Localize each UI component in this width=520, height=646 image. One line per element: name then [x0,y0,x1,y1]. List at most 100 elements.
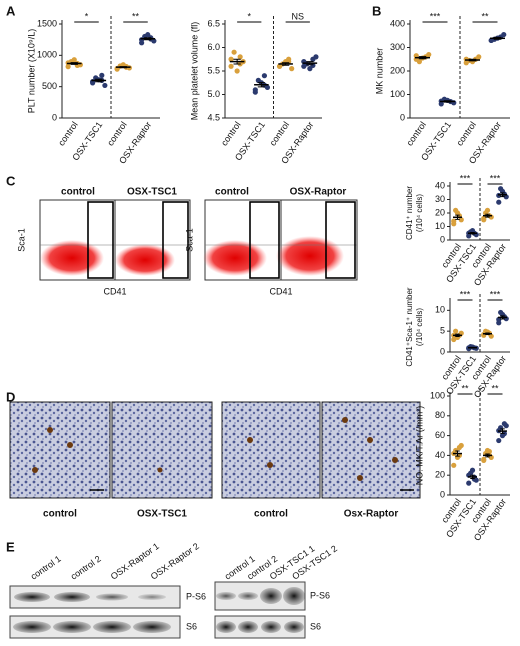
flow-x-label: CD41 [103,286,126,296]
y-tick-label: 80 [435,410,445,420]
dot [469,467,476,473]
x-tick-label: control [454,120,478,148]
y-axis-label: (/10⁴ cells) [415,308,424,346]
error-bar [468,58,477,62]
blot-row-label: P-S6 [310,590,330,600]
error-bar [470,474,475,480]
y-tick-label: 500 [42,81,57,91]
y-axis-label: (/10⁴ cells) [415,194,424,232]
error-bar [470,346,475,349]
dot [496,199,502,205]
y-tick-label: 10 [435,221,445,231]
y-tick-label: 100 [430,390,445,400]
dot [99,72,105,78]
dot [289,66,295,72]
dot [451,218,457,224]
dot [102,82,108,89]
y-axis-label: NO. MK/T.Ar (/mm²) [414,406,424,486]
y-tick-label: 100 [390,89,405,99]
dot [496,316,502,323]
error-bar [119,66,127,69]
flow-y-label: Sca-1 [16,228,26,252]
dot [486,448,492,455]
dot [451,462,457,468]
dot [71,57,77,63]
y-axis-label: Mean platelet volume (fl) [189,22,199,121]
error-bar [455,214,460,220]
y-tick-label: 300 [390,42,405,52]
dot [458,217,464,223]
dot [139,37,145,43]
dot [234,68,240,74]
lane-label: control 2 [69,554,103,582]
dot [310,62,316,68]
lane-label: control 1 [29,554,63,582]
flow-title: control [215,187,249,198]
y-tick-label: 40 [435,180,445,190]
blot-row-label: S6 [186,621,197,631]
y-tick-label: 6.5 [207,18,220,28]
y-tick-label: 5.5 [207,65,220,75]
y-tick-label: 5.0 [207,89,220,99]
sig-label: *** [460,289,471,299]
sig-label: *** [490,289,501,299]
y-tick-label: 1000 [37,50,57,60]
flow-y-label: Sca-1 [184,228,194,252]
dot [228,56,234,62]
y-tick-label: 60 [435,430,445,440]
blot-row-label: S6 [310,621,321,631]
panel-letter: B [372,3,381,18]
error-bar [70,62,78,65]
error-bar [493,36,502,40]
sig-label: *** [490,173,501,183]
sig-label: *** [460,173,471,183]
sig-label: NS [291,11,304,21]
x-tick-label: control [404,120,428,148]
y-tick-label: 0 [440,234,445,244]
error-bar [455,333,460,338]
error-bar [500,428,505,434]
sig-label: ** [132,11,140,21]
histo-caption: Osx-Raptor [344,509,399,520]
flow-title: control [61,187,95,198]
error-bar [233,58,241,65]
histo-caption: OSX-TSC1 [137,509,187,520]
x-tick-label: control [105,120,129,148]
sig-label: ** [461,383,469,393]
error-bar [500,192,505,198]
blot-row-label: P-S6 [186,591,206,601]
flow-plot [203,199,358,281]
error-bar [485,213,490,218]
dot [65,64,71,70]
y-tick-label: 20 [435,207,445,217]
dot [481,456,487,462]
sig-label: * [247,11,251,21]
dot [276,63,283,69]
sig-label: *** [430,11,441,21]
y-axis-label: CD41⁺Sca-1⁺ number [405,287,414,366]
dot [264,84,271,91]
dot [313,54,319,60]
dot [501,421,507,427]
flow-plot [39,199,191,281]
panel-letter: C [6,173,16,188]
dot [476,54,482,60]
y-tick-label: 1500 [37,18,57,28]
dot [426,51,432,58]
sig-label: ** [481,11,489,21]
panel-letter: E [6,539,15,554]
y-tick-label: 200 [390,65,405,75]
error-bar [281,62,290,66]
y-tick-label: 5 [440,326,445,336]
dot [252,89,258,95]
y-tick-label: 20 [435,470,445,480]
dot [453,328,459,334]
dot [499,433,506,439]
y-tick-label: 0 [400,112,405,122]
western-blot: P-S6 S6 P-S6 S6 [9,581,330,639]
y-tick-label: 0 [52,112,57,122]
y-tick-label: 400 [390,18,405,28]
dot [481,215,487,221]
dot [237,54,243,60]
